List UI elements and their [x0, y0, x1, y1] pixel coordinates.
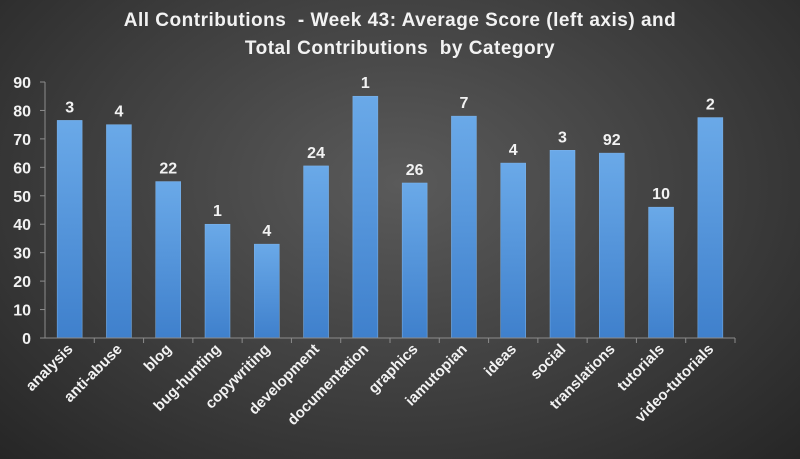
data-label-anti-abuse: 4: [114, 104, 123, 121]
data-label-social: 3: [558, 129, 567, 146]
x-tick-label-ideas: ideas: [481, 341, 520, 380]
y-tick-label: 30: [13, 246, 31, 263]
data-label-iamutopian: 7: [459, 95, 468, 112]
bar-graphics: [401, 182, 428, 339]
y-tick-label: 40: [13, 217, 31, 234]
data-label-video-tutorials: 2: [706, 97, 715, 114]
data-label-bug-hunting: 1: [213, 203, 222, 220]
data-label-graphics: 26: [406, 162, 424, 179]
data-label-blog: 22: [159, 161, 177, 178]
data-label-tutorials: 10: [652, 186, 670, 203]
bar-translations: [599, 152, 625, 339]
x-tick-label-social: social: [527, 341, 569, 383]
bar-blog: [155, 181, 181, 339]
y-tick-label: 60: [13, 160, 31, 177]
y-tick-label: 10: [13, 303, 31, 320]
data-label-documentation: 1: [361, 75, 370, 92]
bar-documentation: [352, 95, 379, 339]
y-tick-label: 20: [13, 274, 31, 291]
bar-tutorials: [648, 206, 674, 339]
data-labels: 3 4 22 1 4 24 1 26 7 4 3 92 10 2: [65, 75, 715, 240]
bar-iamutopian: [451, 115, 477, 339]
y-tick-label: 0: [22, 331, 31, 348]
bar-development: [303, 165, 329, 339]
bar-ideas: [500, 162, 526, 339]
bar-bug-hunting: [204, 223, 231, 339]
y-tick-label: 50: [13, 189, 31, 206]
chart-title-line-2: Total Contributions by Category: [244, 38, 556, 59]
bars: [56, 95, 724, 339]
data-label-ideas: 4: [509, 142, 518, 159]
y-tick-label: 80: [13, 103, 31, 120]
data-label-analysis: 3: [65, 99, 74, 116]
y-axis: 0 10 20 30 40 50 60 70 80 90: [13, 75, 46, 348]
y-tick-label: 90: [13, 75, 31, 92]
bar-copywriting: [254, 243, 280, 339]
bar-social: [549, 150, 576, 339]
y-tick-label: 70: [13, 132, 31, 149]
data-label-translations: 92: [603, 132, 621, 149]
chart-title-line-1: All Contributions - Week 43: Average Sco…: [123, 10, 677, 31]
x-tick-label-blog: blog: [141, 341, 175, 375]
bar-anti-abuse: [106, 124, 132, 339]
data-label-development: 24: [307, 145, 325, 162]
bar-video-tutorials: [697, 117, 724, 339]
data-label-copywriting: 4: [262, 223, 271, 240]
bar-analysis: [56, 120, 83, 339]
